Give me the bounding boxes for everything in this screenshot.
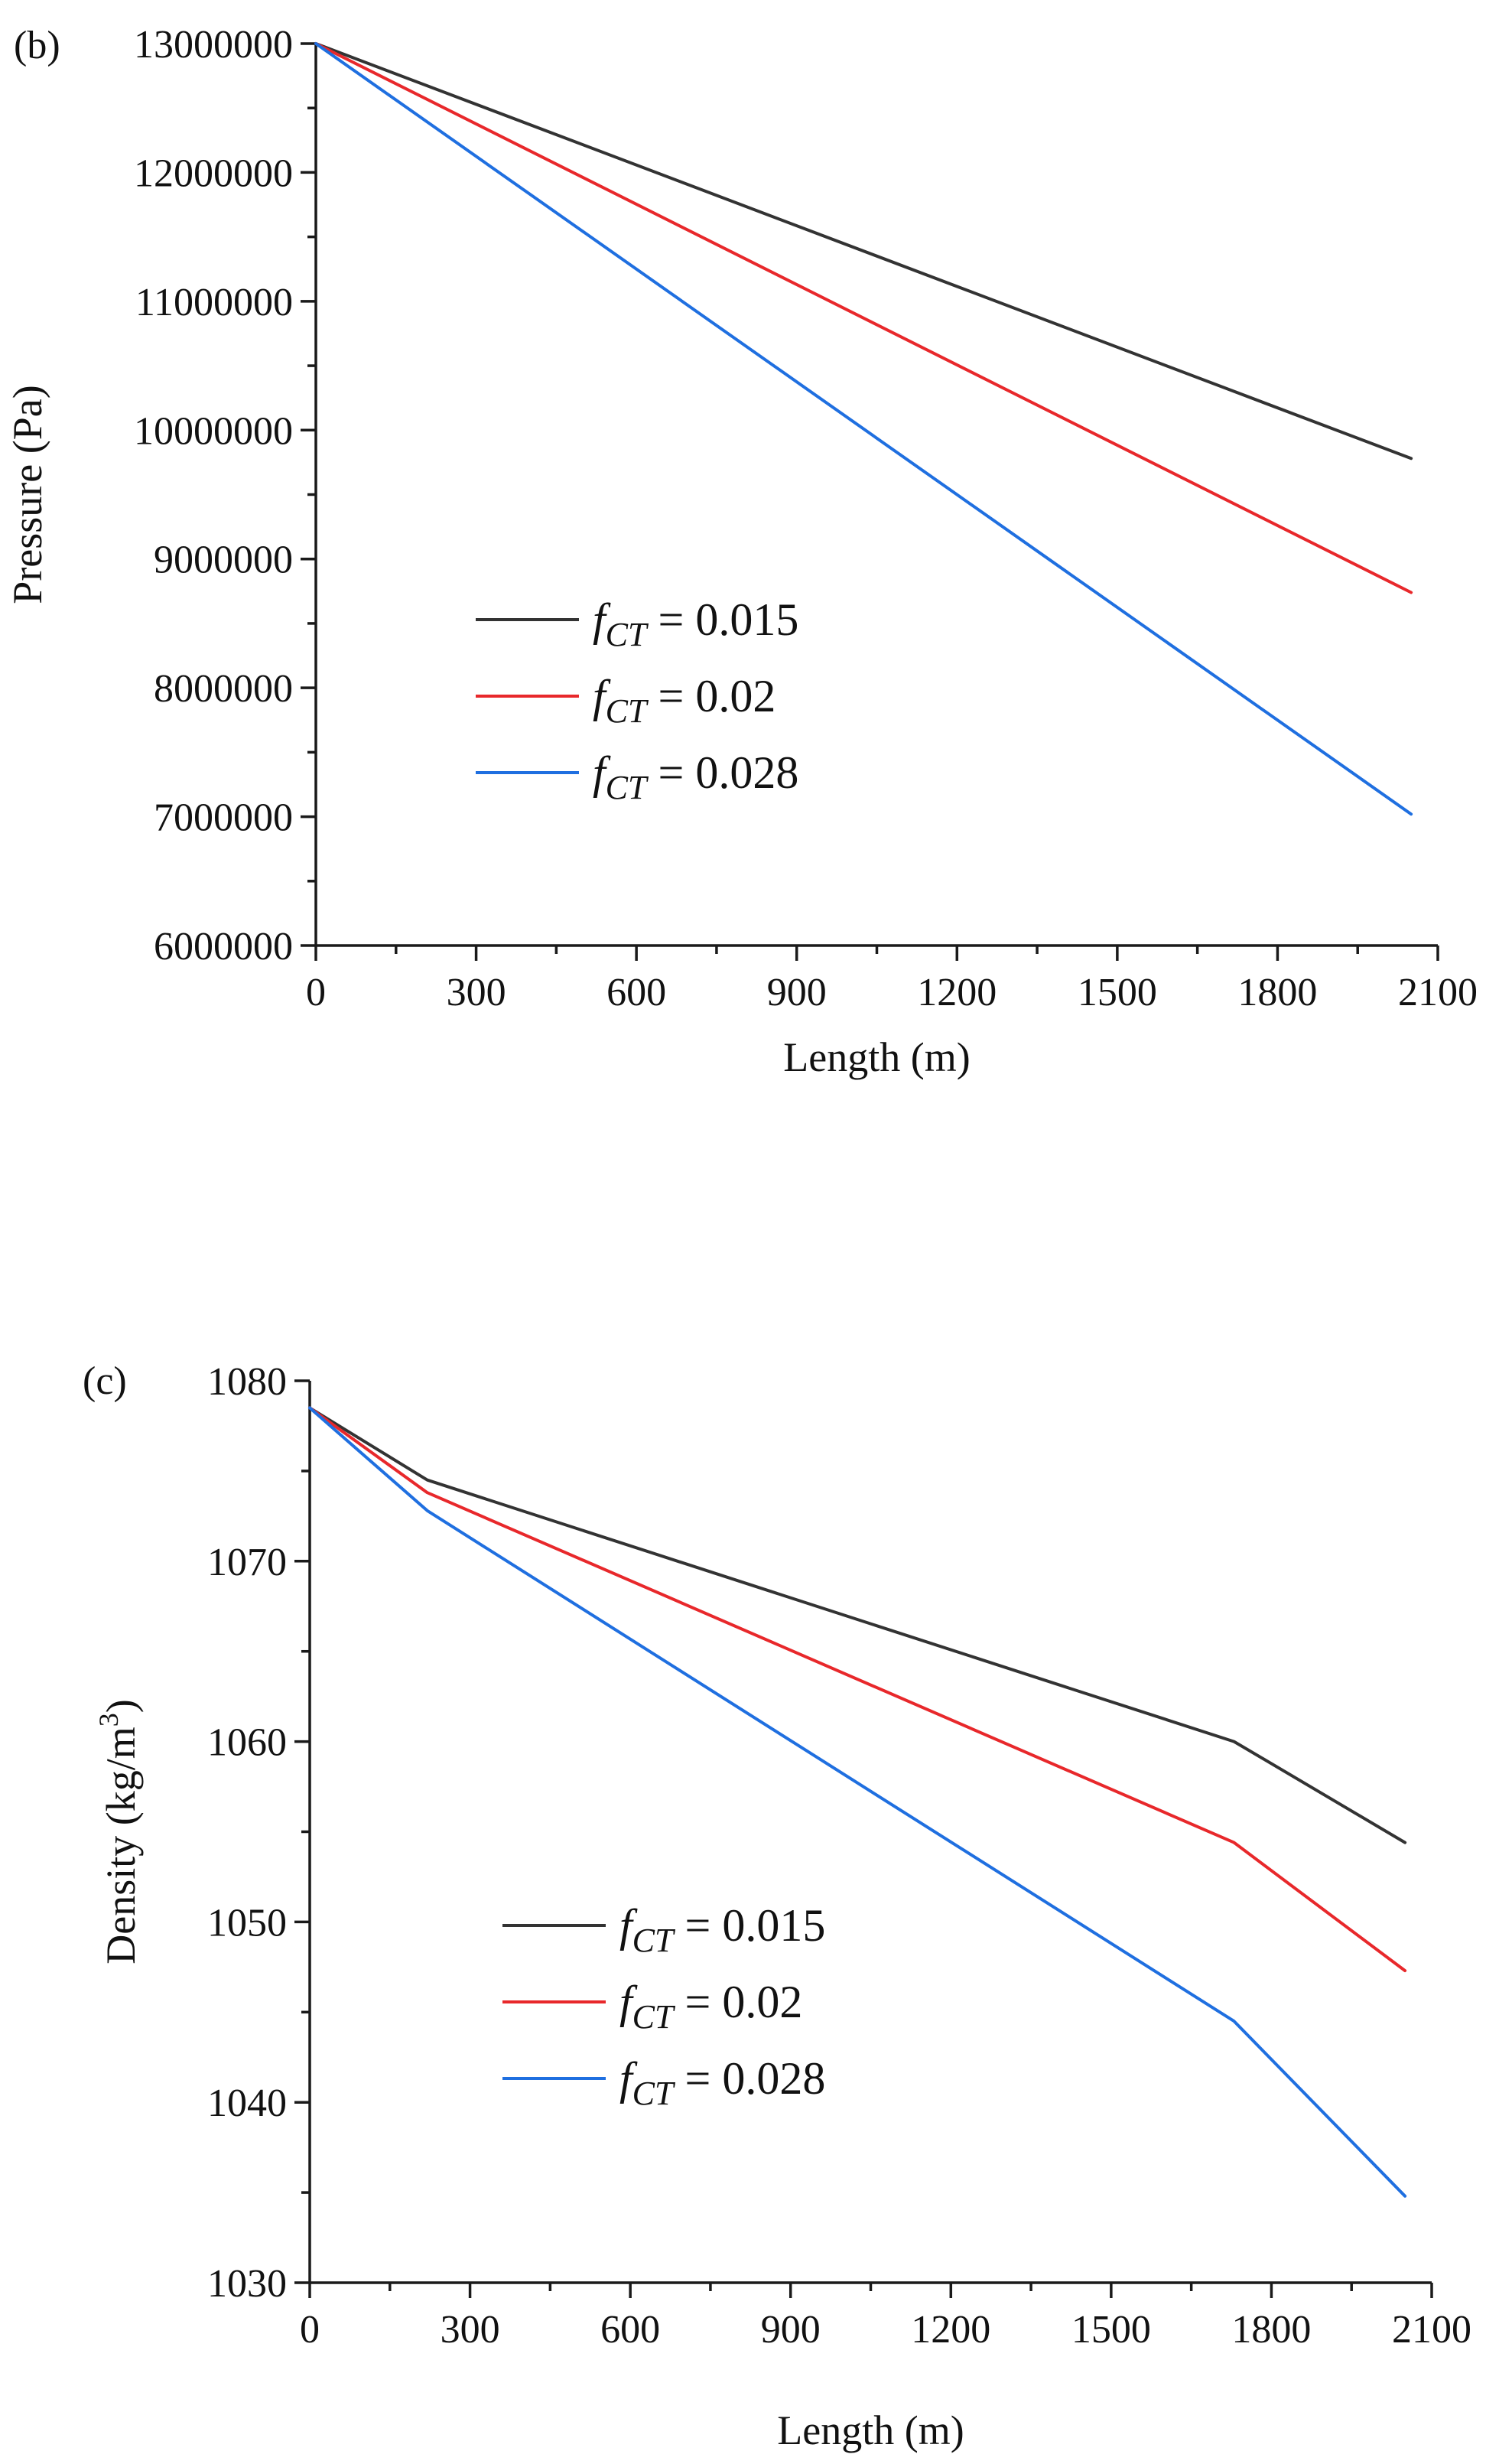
series-line-1 [314,42,1413,594]
legend-entry-2: fCT = 0.028 [619,2053,825,2112]
x-tick-label: 600 [600,2308,660,2352]
legend-entry-2: fCT = 0.028 [593,747,798,806]
y-axis-title-text: Pressure (Pa) [5,385,50,604]
pressure-chart: 0 300 600 900 1200 1500 1800 2100 6000000 7000000… [5,23,1478,1080]
y-tick-label: 1050 [207,1901,287,1945]
y-tick-label: 6000000 [154,925,293,968]
legend-subscript: CT [606,616,649,653]
y-tick-label: 8000000 [154,667,293,711]
y-axis-title-end: ) [98,1699,144,1713]
x-tick-label: 2100 [1398,971,1478,1014]
series-line-1 [308,1406,1407,1973]
y-tick-label: 11000000 [135,281,293,324]
legend-subscript: CT [632,1922,676,1959]
x-tick-label: 0 [306,971,326,1014]
series-line-0 [314,42,1413,461]
y-tick-label: 12000000 [134,151,293,195]
y-tick-label: 9000000 [154,539,293,582]
legend-subscript: CT [632,2075,676,2112]
y-tick-label: 1070 [207,1541,287,1584]
y-tick-label: 10000000 [134,409,293,453]
y-tick-label: 1080 [207,1360,287,1404]
x-tick-label: 300 [441,2308,500,2352]
y-axis-title-text: Density (kg/m [98,1727,144,1964]
y-tick-label: 1040 [207,2082,287,2125]
legend-entry-0: fCT = 0.015 [593,594,798,653]
x-tick-label: 1800 [1237,971,1317,1014]
legend-value: = 0.015 [647,594,799,645]
x-tick-label: 1200 [911,2308,990,2352]
x-tick-label: 1500 [1071,2308,1151,2352]
y-tick-label: 1030 [207,2262,287,2306]
panel-label: (c) [83,1359,127,1403]
y-tick-label: 1060 [207,1721,287,1765]
x-tick-label: 900 [761,2308,821,2352]
x-tick-label: 0 [300,2308,320,2352]
legend-subscript: CT [632,1998,676,2036]
panel-label: (b) [14,24,60,67]
series-line-2 [314,42,1413,816]
legend-entry-0: fCT = 0.015 [619,1900,825,1959]
x-axis-title: Length (m) [777,2407,964,2453]
y-axis-title-superscript: 3 [93,1713,124,1727]
legend-subscript: CT [606,692,649,730]
y-axis-title: Pressure (Pa) [5,385,50,604]
x-tick-label: 1800 [1231,2308,1311,2352]
legend-entry-1: fCT = 0.02 [593,671,776,730]
x-tick-label: 1200 [917,971,997,1014]
series-line-0 [308,1406,1407,1844]
legend-value: = 0.02 [647,671,776,721]
legend-entry-1: fCT = 0.02 [619,1977,802,2036]
x-tick-label: 300 [447,971,506,1014]
x-tick-label: 2100 [1392,2308,1471,2352]
series-line-2 [308,1406,1407,2198]
legend-value: = 0.028 [647,747,799,798]
legend-value: = 0.028 [674,2053,826,2104]
x-axis-title: Length (m) [783,1034,970,1080]
x-tick-label: 600 [606,971,666,1014]
legend-value: = 0.015 [674,1900,826,1951]
legend-value: = 0.02 [674,1977,803,2027]
y-tick-label: 13000000 [134,23,293,67]
legend-subscript: CT [606,769,649,806]
density-chart: 0 300 600 900 1200 1500 1800 2100 1030 1040 1050 10… [83,1359,1471,2453]
x-tick-label: 1500 [1078,971,1157,1014]
x-tick-label: 900 [767,971,827,1014]
y-tick-label: 7000000 [154,796,293,840]
y-axis-title: Density (kg/m3) [93,1699,144,1964]
